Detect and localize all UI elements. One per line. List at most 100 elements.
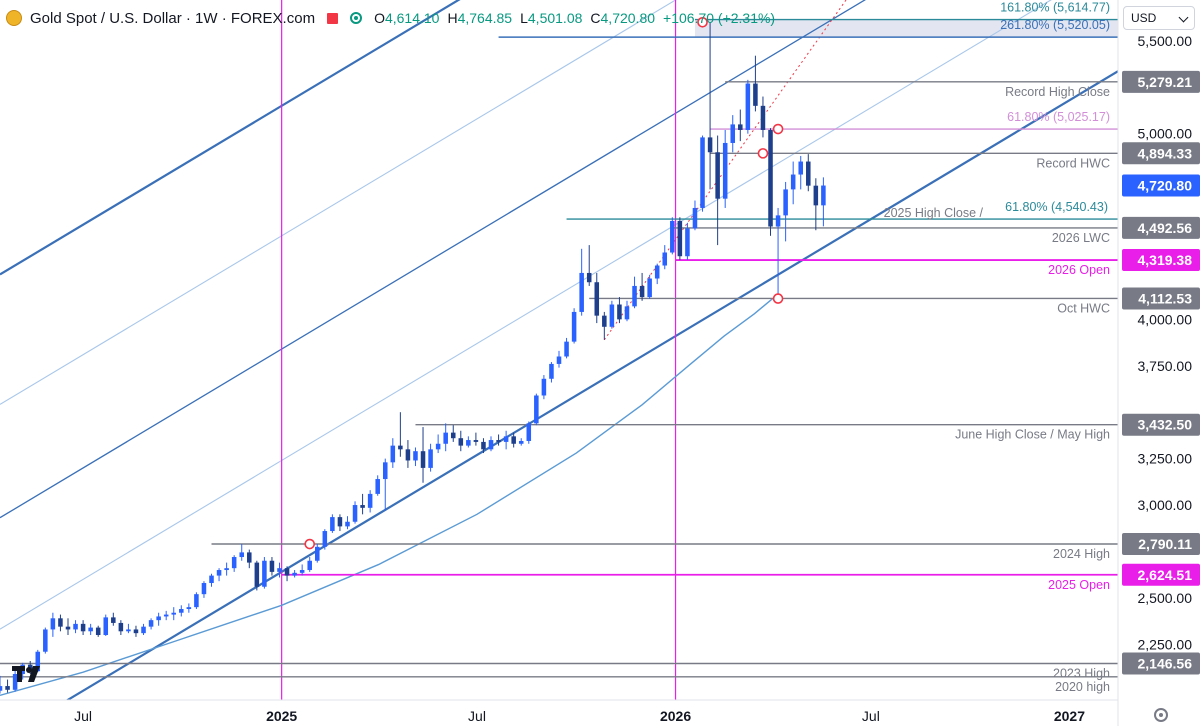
candle-body [330, 517, 335, 532]
candle [322, 529, 328, 550]
price-tag: 2,790.11 [1122, 533, 1200, 556]
candle-body [753, 83, 758, 106]
price-tag: 3,432.50 [1122, 413, 1200, 436]
candle [798, 155, 803, 190]
candle-body [382, 462, 388, 480]
y-tick-label: 2,500.00 [1138, 590, 1193, 606]
gold-coin-icon [6, 10, 22, 26]
price-tag-label: 4,492.56 [1138, 220, 1193, 236]
candle [579, 248, 584, 316]
candle-body [209, 575, 214, 584]
candle [209, 573, 214, 587]
candle-body [692, 207, 698, 229]
candle [670, 217, 675, 255]
candle [337, 514, 343, 532]
candle [179, 605, 184, 617]
price-tag: 2,624.51 [1122, 563, 1200, 586]
candle-body [141, 626, 146, 634]
candle-body [768, 129, 773, 227]
candle-body [813, 185, 819, 206]
candle [65, 618, 71, 636]
candle-body [43, 629, 48, 652]
gear-icon[interactable] [1154, 708, 1168, 722]
candle-body [609, 304, 615, 327]
candle-body [299, 570, 305, 573]
candle-body [715, 152, 720, 199]
candle [639, 272, 645, 301]
candle-body [435, 443, 441, 450]
candle [330, 514, 335, 533]
candle [768, 128, 773, 236]
ohlc-open: O4,614.10 [374, 10, 439, 26]
candle-body [662, 252, 668, 266]
price-tag-label: 4,112.53 [1138, 290, 1192, 306]
candle [466, 436, 471, 448]
candle-body [390, 445, 396, 463]
candle-body [65, 626, 71, 630]
candle-body [428, 449, 433, 468]
candle-body [262, 560, 267, 587]
channel-light-line [0, 0, 1052, 630]
candle [118, 620, 124, 636]
candle-body [171, 612, 177, 615]
high-label: H [447, 10, 458, 26]
candle-body [450, 432, 456, 439]
candle [231, 555, 237, 572]
symbol-title[interactable]: Gold Spot / U.S. Dollar · 1W · FOREX.com [30, 9, 316, 27]
candle-body [247, 552, 252, 563]
candle-body [707, 137, 713, 153]
x-tick-label: 2025 [266, 708, 297, 724]
price-tag-bg [1122, 216, 1200, 239]
y-tick-label: 5,500.00 [1138, 33, 1193, 49]
candle [654, 263, 660, 285]
candle-body [277, 568, 282, 572]
chevron-down-icon [1178, 12, 1189, 23]
candle-body [594, 282, 600, 316]
candle [503, 430, 509, 450]
currency-selector[interactable]: USD [1123, 6, 1195, 30]
candle [284, 566, 290, 582]
candle [80, 620, 86, 636]
eye-icon[interactable] [350, 12, 363, 24]
candle [662, 245, 668, 270]
candle-body [677, 220, 683, 257]
candle [239, 544, 244, 561]
candle [201, 581, 207, 598]
channel-line [0, 0, 867, 519]
candle [375, 475, 380, 496]
level-label: 2026 LWC [1052, 231, 1110, 245]
candle-body [201, 583, 207, 595]
x-tick-label: 2026 [660, 708, 691, 724]
candle [473, 432, 479, 446]
candle [488, 436, 494, 452]
level-label: 2024 High [1053, 547, 1110, 561]
candle [813, 178, 819, 231]
price-tag-bg [1122, 287, 1200, 310]
candle-body [685, 228, 690, 257]
marker-circle [304, 538, 316, 550]
candle-body [179, 609, 184, 613]
red-flag-icon[interactable] [327, 12, 339, 24]
level-label: 2023 High [1053, 667, 1110, 681]
candle [413, 447, 418, 467]
candle [111, 612, 116, 626]
candle-body [35, 651, 41, 672]
plot-area [0, 0, 1118, 700]
tradingview-logo-icon[interactable] [12, 662, 48, 682]
candle-body [473, 440, 479, 442]
candle-body [730, 124, 736, 143]
candle-body [156, 616, 161, 621]
candle [722, 129, 728, 208]
candle-body [821, 185, 826, 206]
price-tag-label: 5,279.21 [1138, 74, 1193, 90]
y-tick-label: 3,000.00 [1138, 497, 1193, 513]
price-tag: 4,720.80 [1122, 174, 1200, 197]
candle-body [73, 623, 78, 630]
candle [58, 614, 63, 632]
candle [216, 568, 222, 582]
candle-body [5, 686, 10, 690]
level-label: 2025 Open [1048, 578, 1110, 592]
candle [163, 610, 169, 621]
